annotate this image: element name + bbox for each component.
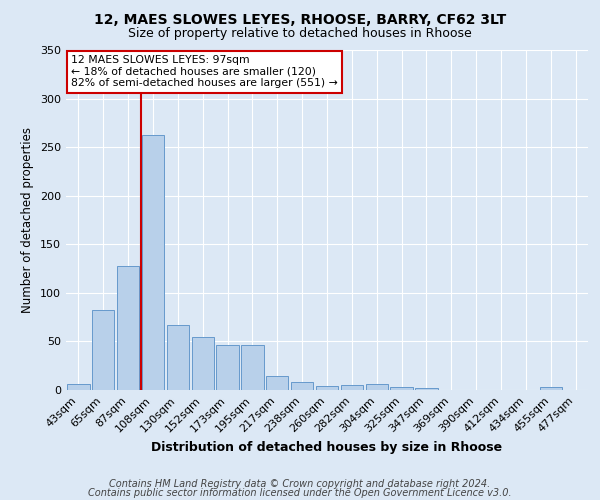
Bar: [539, 387, 562, 390]
Text: Size of property relative to detached houses in Rhoose: Size of property relative to detached ho…: [128, 28, 472, 40]
Bar: [92, 310, 115, 390]
Bar: [167, 325, 189, 390]
Bar: [266, 376, 289, 390]
Text: 12, MAES SLOWES LEYES, RHOOSE, BARRY, CF62 3LT: 12, MAES SLOWES LEYES, RHOOSE, BARRY, CF…: [94, 12, 506, 26]
Bar: [341, 385, 363, 390]
Y-axis label: Number of detached properties: Number of detached properties: [22, 127, 34, 313]
Text: Contains public sector information licensed under the Open Government Licence v3: Contains public sector information licen…: [88, 488, 512, 498]
Bar: [291, 382, 313, 390]
Bar: [391, 387, 413, 390]
Bar: [316, 386, 338, 390]
X-axis label: Distribution of detached houses by size in Rhoose: Distribution of detached houses by size …: [151, 441, 503, 454]
Bar: [117, 266, 139, 390]
Bar: [415, 388, 437, 390]
Bar: [191, 336, 214, 390]
Text: 12 MAES SLOWES LEYES: 97sqm
← 18% of detached houses are smaller (120)
82% of se: 12 MAES SLOWES LEYES: 97sqm ← 18% of det…: [71, 55, 338, 88]
Bar: [241, 346, 263, 390]
Bar: [365, 384, 388, 390]
Text: Contains HM Land Registry data © Crown copyright and database right 2024.: Contains HM Land Registry data © Crown c…: [109, 479, 491, 489]
Bar: [142, 136, 164, 390]
Bar: [67, 384, 89, 390]
Bar: [217, 346, 239, 390]
